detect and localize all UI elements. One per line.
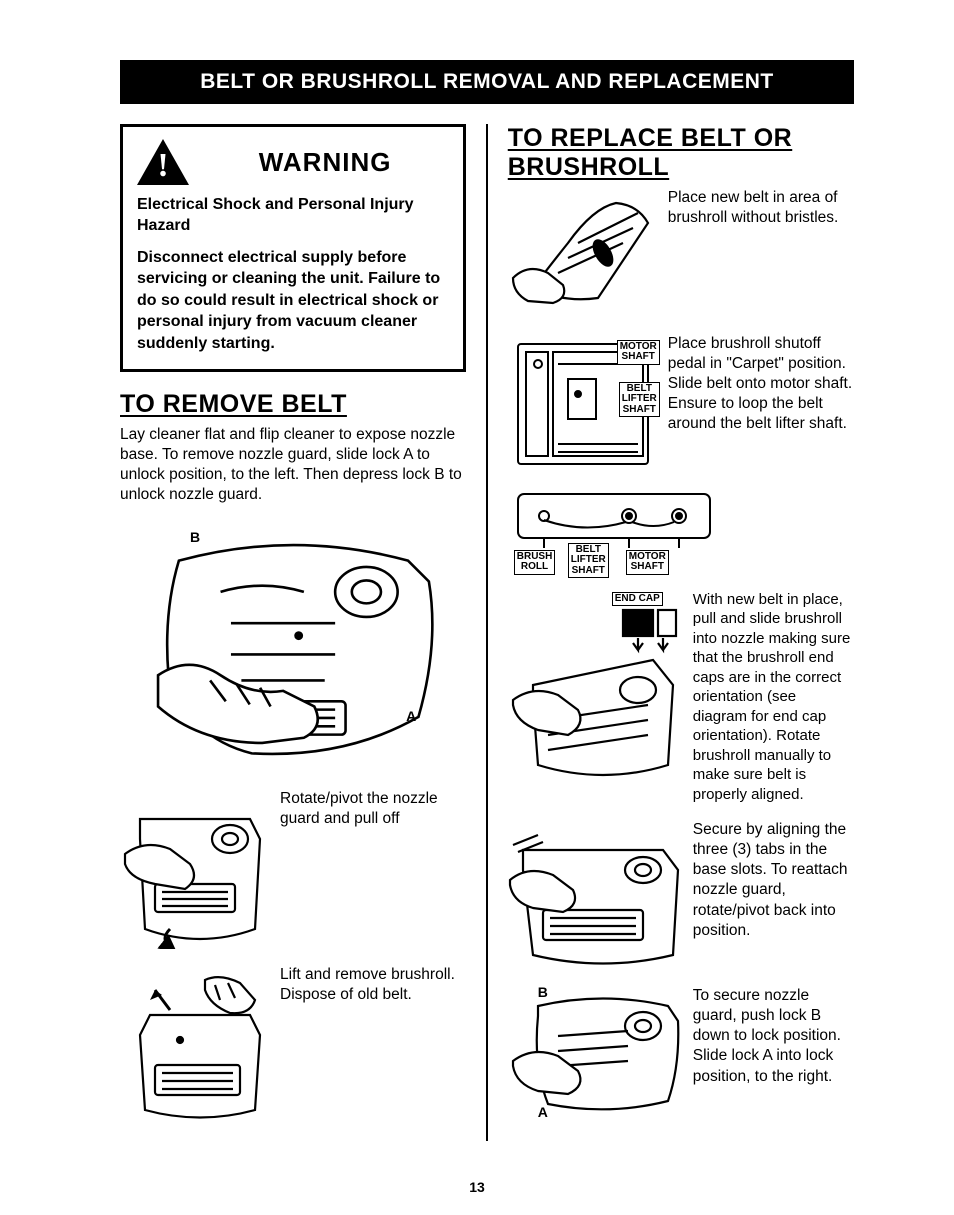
replace-step-5-text: Secure by aligning the three (3) tabs in… <box>693 820 854 941</box>
remove-step-3-text: Lift and remove brushroll. Dispose of ol… <box>280 965 466 1005</box>
label-end-cap: END CAP <box>612 592 663 607</box>
replace-title: TO REPLACE BELT OR BRUSHROLL <box>508 124 854 182</box>
replace-figure-1 <box>508 188 658 318</box>
remove-belt-title: TO REMOVE BELT <box>120 390 466 419</box>
remove-figure-2 <box>120 789 270 949</box>
page-banner: BELT OR BRUSHROLL REMOVAL AND REPLACEMEN… <box>120 60 854 104</box>
label-brush-roll: BRUSHROLL <box>514 550 556 575</box>
replace-step-1: Place new belt in area of brushroll with… <box>508 188 854 318</box>
replace-step-2-text: Place brushroll shutoff pedal in "Carpet… <box>668 334 854 435</box>
remove-intro-text: Lay cleaner flat and flip cleaner to exp… <box>120 425 466 506</box>
warning-title: WARNING <box>201 147 449 178</box>
warning-triangle-icon <box>137 139 189 185</box>
replace-step-2: MOTORSHAFT BELTLIFTERSHAFT Place brushro… <box>508 334 854 474</box>
warning-box: WARNING Electrical Shock and Personal In… <box>120 124 466 372</box>
replace-figure-4: END CAP <box>508 590 683 780</box>
two-column-layout: WARNING Electrical Shock and Personal In… <box>120 124 854 1141</box>
label-motor-shaft: MOTORSHAFT <box>617 340 660 365</box>
replace-step-6-text: To secure nozzle guard, push lock B down… <box>693 986 854 1087</box>
label-belt-lifter-shaft-2: BELTLIFTERSHAFT <box>568 543 609 579</box>
remove-figure-1: B A <box>120 519 466 769</box>
replace-figure-5 <box>508 820 683 970</box>
replace-step-5: Secure by aligning the three (3) tabs in… <box>508 820 854 970</box>
replace-figure-2: MOTORSHAFT BELTLIFTERSHAFT <box>508 334 658 474</box>
label-a-2: A <box>538 1104 548 1120</box>
label-belt-lifter-shaft: BELTLIFTERSHAFT <box>619 382 660 418</box>
page-number: 13 <box>469 1179 485 1195</box>
replace-figure-3: BRUSHROLL BELTLIFTERSHAFT MOTORSHAFT <box>514 490 854 580</box>
replace-step-4: END CAP With new belt in place, pull and… <box>508 590 854 805</box>
label-a: A <box>406 708 416 724</box>
remove-step-2: Rotate/pivot the nozzle guard and pull o… <box>120 789 466 949</box>
warning-header: WARNING <box>137 139 449 185</box>
remove-step-3: Lift and remove brushroll. Dispose of ol… <box>120 965 466 1125</box>
replace-figure-6: B A <box>508 986 683 1116</box>
replace-step-4-text: With new belt in place, pull and slide b… <box>693 590 854 805</box>
left-column: WARNING Electrical Shock and Personal In… <box>120 124 466 1141</box>
remove-figure-3 <box>120 965 270 1125</box>
column-divider <box>486 124 488 1141</box>
warning-body: Disconnect electrical supply before serv… <box>137 247 449 355</box>
label-b-2: B <box>538 984 548 1000</box>
replace-step-6: B A To secure nozzle guard, push lock B … <box>508 986 854 1116</box>
right-column: TO REPLACE BELT OR BRUSHROLL Place new b… <box>508 124 854 1141</box>
label-b: B <box>190 529 200 545</box>
replace-step-1-text: Place new belt in area of brushroll with… <box>668 188 854 228</box>
warning-subtitle: Electrical Shock and Personal Injury Haz… <box>137 195 449 237</box>
label-motor-shaft-2: MOTORSHAFT <box>626 550 669 575</box>
remove-step-2-text: Rotate/pivot the nozzle guard and pull o… <box>280 789 466 829</box>
